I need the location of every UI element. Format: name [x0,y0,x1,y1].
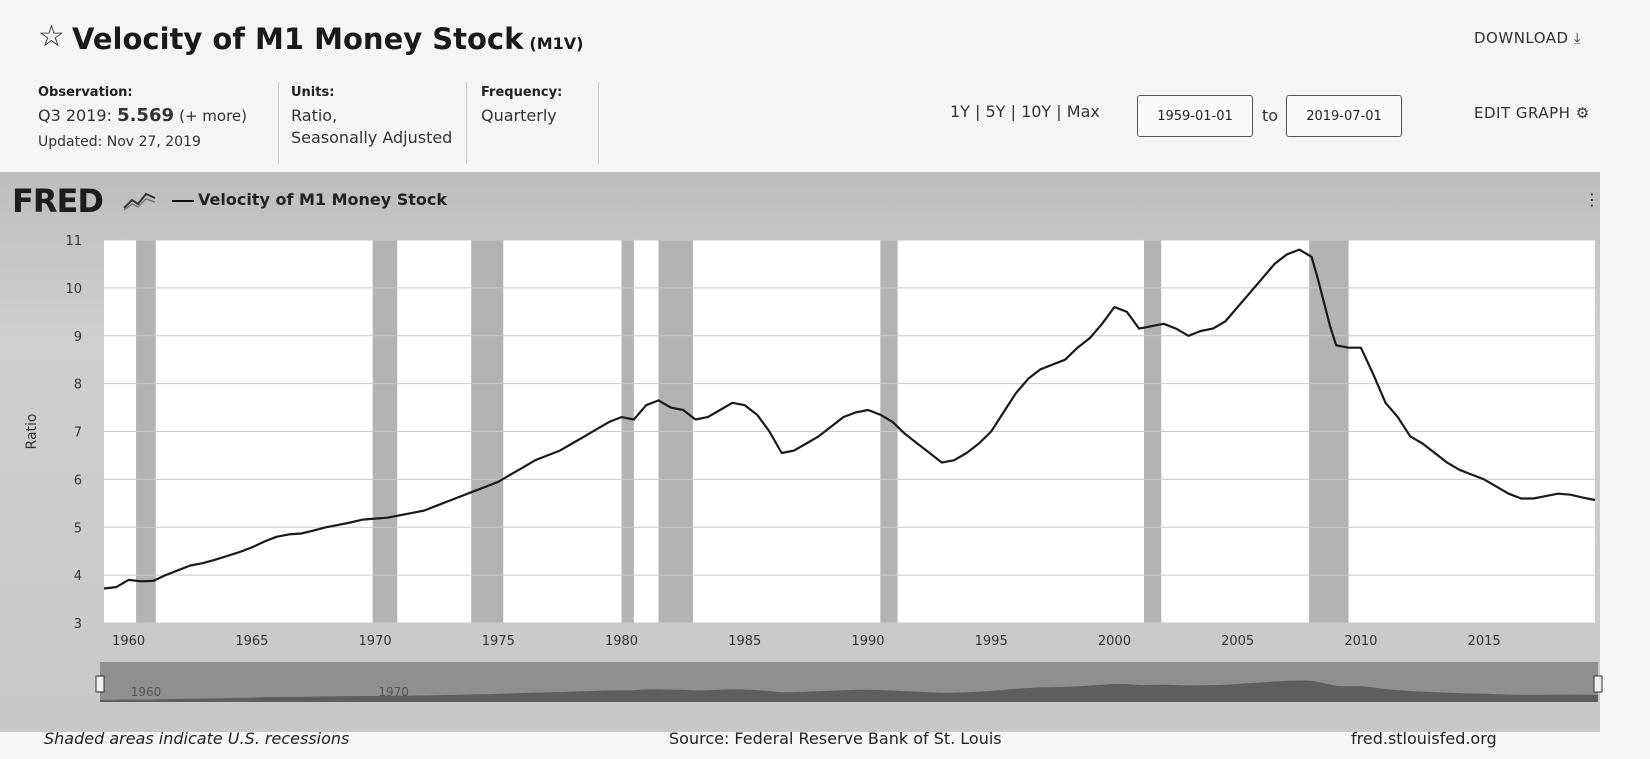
navigator-label-1970: 1970 [378,685,409,699]
y-tick-label: 7 [74,426,82,441]
range-max[interactable]: Max [1066,102,1100,121]
observation-value-line: Q3 2019: 5.569 (+ more) [38,105,247,126]
x-tick-label: 1990 [851,634,884,649]
fred-logo-graph-icon [123,192,156,211]
y-tick-label: 9 [74,330,82,345]
range-1y[interactable]: 1Y [950,102,970,121]
x-tick-label: 1980 [605,634,638,649]
y-tick-label: 10 [65,282,82,297]
range-selector: 1Y | 5Y | 10Y | Max [950,102,1100,121]
range-separator: | [1010,102,1016,121]
y-tick-label: 11 [65,234,82,249]
units-label: Units: [291,85,335,100]
gear-icon: ⚙ [1575,104,1590,122]
divider [598,82,599,164]
x-tick-label: 1960 [112,634,145,649]
download-label: DOWNLOAD [1474,29,1569,47]
legend-line-marker [172,200,194,202]
units-line1: Ratio, [291,106,338,125]
end-date-input[interactable]: 2019-07-01 [1286,95,1402,137]
download-icon: ⤓ [1573,29,1582,47]
y-tick-label: 5 [74,521,82,536]
observation-label: Observation: [38,85,133,100]
fred-url-link[interactable]: fred.stlouisfed.org [1351,729,1497,748]
fred-logo: FRED [12,182,104,220]
observation-period: Q3 2019: [38,106,112,125]
more-link[interactable]: (+ more) [179,107,247,125]
legend-label: Velocity of M1 Money Stock [198,190,448,209]
download-button[interactable]: DOWNLOAD ⤓ [1474,29,1581,47]
edit-graph-button[interactable]: EDIT GRAPH ⚙ [1474,104,1590,122]
recession-note: Shaded areas indicate U.S. recessions [44,729,350,748]
frequency-label: Frequency: [481,85,563,100]
series-title-text: Velocity of M1 Money Stock [72,22,524,56]
y-tick-label: 8 [74,378,82,393]
range-5y[interactable]: 5Y [985,102,1006,121]
navigator-label-1960: 1960 [131,685,162,699]
source-note: Source: Federal Reserve Bank of St. Loui… [669,729,1002,748]
divider [466,82,467,164]
x-tick-label: 1995 [975,634,1008,649]
x-tick-label: 2005 [1221,634,1254,649]
navigator-area [100,680,1598,702]
x-tick-label: 2015 [1468,634,1501,649]
y-axis-label: Ratio [24,414,40,450]
frequency-value: Quarterly [481,106,557,125]
y-tick-label: 4 [74,569,82,584]
x-tick-label: 1975 [482,634,515,649]
divider [278,82,279,164]
x-tick-label: 1965 [235,634,268,649]
navigator-handle-right [1593,675,1603,693]
expand-icon[interactable]: ⋮ [1584,190,1600,209]
range-separator: | [1056,102,1062,121]
y-tick-label: 6 [74,473,82,488]
x-tick-label: 1970 [359,634,392,649]
start-date-input[interactable]: 1959-01-01 [1137,95,1253,137]
range-10y[interactable]: 10Y [1021,102,1052,121]
to-label: to [1262,106,1279,125]
series-code: (M1V) [529,34,584,53]
series-title: Velocity of M1 Money Stock (M1V) [72,22,583,56]
star-icon[interactable]: ☆ [38,19,65,54]
series-line-m1v [103,248,1596,590]
y-tick-label: 3 [74,617,82,632]
x-tick-label: 1985 [728,634,761,649]
range-separator: | [975,102,981,121]
observation-value: 5.569 [117,105,174,126]
units-line2: Seasonally Adjusted [291,128,453,147]
navigator-handle-left [95,675,105,693]
edit-graph-label: EDIT GRAPH [1474,104,1571,122]
x-tick-label: 2010 [1344,634,1377,649]
x-tick-label: 2000 [1098,634,1131,649]
updated-date: Updated: Nov 27, 2019 [38,134,201,150]
